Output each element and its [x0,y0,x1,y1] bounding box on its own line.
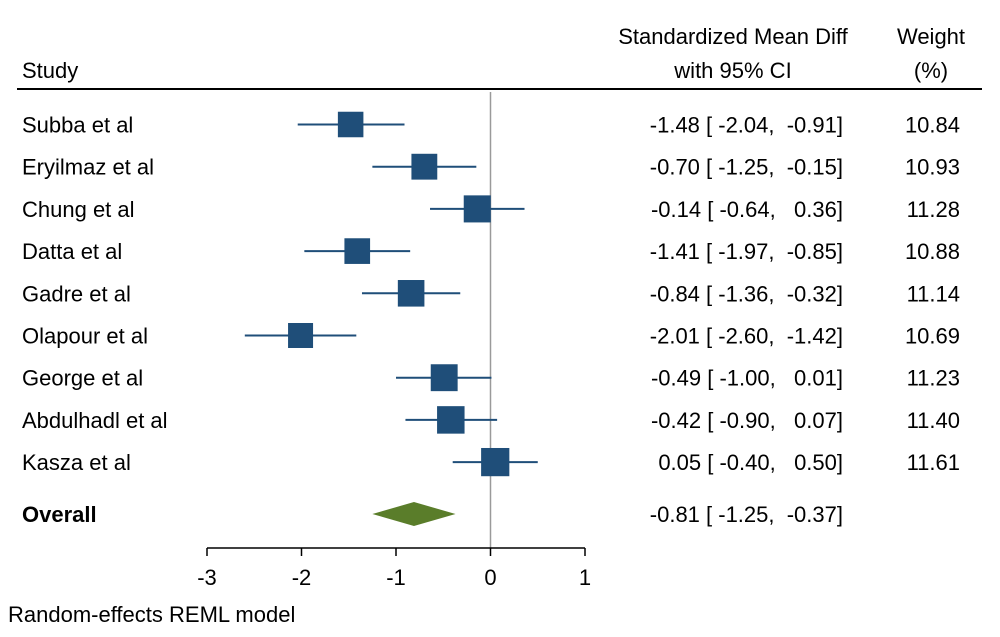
overall-row: Overall -0.81 [ -1.25, -0.37] [22,502,843,527]
x-tick-label: -2 [292,565,312,590]
study-name: Datta et al [22,239,122,264]
overall-diamond [372,502,456,526]
weight-text: 10.69 [905,324,960,349]
weight-text: 11.28 [907,197,960,222]
ci-text: -0.70 [ -1.25, -0.15] [650,155,843,180]
overall-label: Overall [22,502,97,527]
x-tick-label: -1 [386,565,406,590]
ci-text: -0.84 [ -1.36, -0.32] [650,281,843,306]
weight-text: 10.88 [905,239,960,264]
study-name: Kasza et al [22,450,131,475]
ci-text: -0.14 [ -0.64, 0.36] [651,197,843,222]
effect-marker [337,111,364,138]
header-weight-line1: Weight [897,24,965,49]
effect-marker [411,153,438,180]
effect-marker [288,323,314,348]
weight-text: 10.93 [905,155,960,180]
study-name: George et al [22,366,143,391]
study-name: Abdulhadl et al [22,408,168,433]
study-name: Gadre et al [22,281,131,306]
x-tick-label: 1 [579,565,591,590]
x-axis: -3 -2 -1 0 1 [197,547,591,590]
study-name: Subba et al [22,113,133,138]
weight-text: 11.61 [907,450,960,475]
effect-marker [397,280,425,307]
ci-text: -1.41 [ -1.97, -0.85] [650,239,843,264]
ci-text: 0.05 [ -0.40, 0.50] [652,450,843,475]
overall-ci-text: -0.81 [ -1.25, -0.37] [650,502,843,527]
study-row: Chung et al -0.14 [ -0.64, 0.36] 11.28 [22,195,960,223]
header-weight-line2: (%) [914,58,948,83]
header-study: Study [22,58,78,83]
ci-text: -0.49 [ -1.00, 0.01] [651,366,843,391]
effect-marker [437,406,465,434]
study-name: Eryilmaz et al [22,155,154,180]
footnote: Random-effects REML model [8,602,295,627]
effect-marker [344,238,371,264]
study-row: Olapour et al -2.01 [ -2.60, -1.42] 10.69 [22,323,960,349]
header-effect-line1: Standardized Mean Diff [618,24,848,49]
effect-marker [481,447,510,477]
study-row: George et al -0.49 [ -1.00, 0.01] 11.23 [22,364,960,392]
x-tick-label: -3 [197,565,217,590]
study-row: Datta et al -1.41 [ -1.97, -0.85] 10.88 [22,238,960,264]
effect-marker [430,364,458,392]
x-tick-label: 0 [484,565,496,590]
study-row: Kasza et al 0.05 [ -0.40, 0.50] 11.61 [22,447,960,477]
study-rows: Subba et al -1.48 [ -2.04, -0.91] 10.84 Ery… [22,111,960,477]
ci-text: -2.01 [ -2.60, -1.42] [650,324,843,349]
study-row: Eryilmaz et al -0.70 [ -1.25, -0.15] 10.93 [22,153,960,180]
study-row: Abdulhadl et al -0.42 [ -0.90, 0.07] 11.40 [22,406,960,434]
study-name: Chung et al [22,197,135,222]
effect-marker [463,195,491,223]
weight-text: 11.40 [907,408,960,433]
ci-text: -1.48 [ -2.04, -0.91] [650,113,843,138]
study-name: Olapour et al [22,324,148,349]
ci-text: -0.42 [ -0.90, 0.07] [651,408,843,433]
weight-text: 11.23 [907,366,960,391]
study-row: Gadre et al -0.84 [ -1.36, -0.32] 11.14 [22,280,960,307]
weight-text: 11.14 [907,281,960,306]
weight-text: 10.84 [905,113,960,138]
header-effect-line2: with 95% CI [673,58,791,83]
study-row: Subba et al -1.48 [ -2.04, -0.91] 10.84 [22,111,960,138]
